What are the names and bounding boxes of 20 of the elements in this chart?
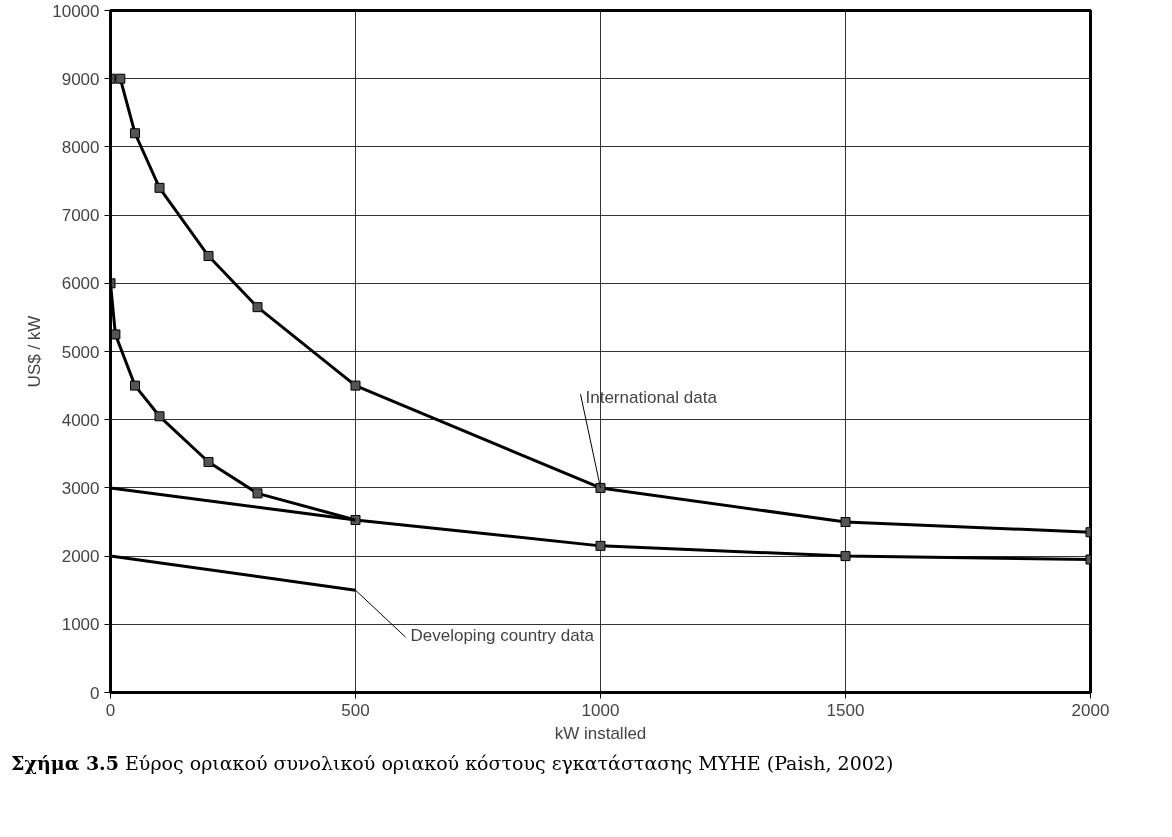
y-tick-label: 0 [90,683,100,703]
y-tick-label: 1000 [61,615,100,635]
y-tick-label: 6000 [61,274,100,294]
text: Σχήμα 3.5 Εύρος οριακού συνολικού οριακού κόστους εγκατάστασης ΜΥΗΕ (Paish, 2002) [11,751,894,776]
x-axis-title: kW installed [554,723,647,743]
y-tick-label: 7000 [61,206,100,226]
y-tick-label: 10000 [52,1,100,21]
y-tick-label: 3000 [61,478,100,498]
y-tick-label: 2000 [61,547,100,567]
x-tick-label: 1000 [581,700,620,720]
annotation: Developing country data [410,625,595,645]
x-tick-label: 0 [105,700,116,720]
y-tick-label: 5000 [61,342,100,362]
y-axis-title: US$ / kW [25,315,45,388]
x-tick-label: 1500 [826,700,865,720]
y-tick-label: 9000 [61,69,100,89]
x-tick-label: 500 [341,700,370,720]
y-tick-label: 4000 [61,410,100,430]
y-tick-label: 8000 [61,137,100,157]
x-tick-label: 2000 [1071,700,1110,720]
